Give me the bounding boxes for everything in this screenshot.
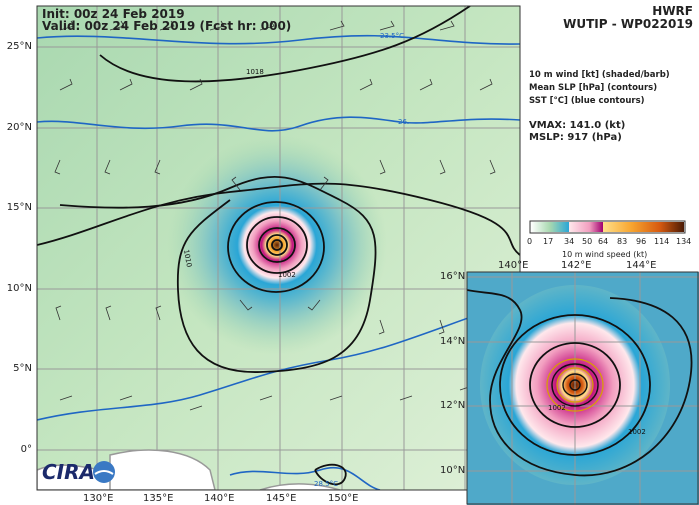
- cb-tick: 17: [543, 237, 554, 246]
- inset-lat-label: 16°N: [440, 271, 466, 282]
- storm-name: WUTIP - WP022019: [563, 17, 693, 31]
- lon-label: 130°E: [83, 493, 114, 504]
- inset-lat-label: 14°N: [440, 336, 466, 347]
- slp-label-1010: 1010: [182, 249, 193, 268]
- inset-lon-label: 142°E: [561, 260, 592, 271]
- inset-map: 1002 1002: [467, 272, 699, 505]
- svg-text:CIRA: CIRA: [42, 460, 95, 484]
- sst-label-28-5: 28.5°C: [314, 480, 338, 488]
- lat-label: 10°N: [6, 283, 32, 294]
- lon-label: 135°E: [143, 493, 174, 504]
- cb-tick: 96: [636, 237, 647, 246]
- vmax: VMAX: 141.0 (kt): [529, 120, 626, 131]
- storm-wind-shading: [167, 135, 387, 355]
- legend-slp: Mean SLP [hPa] (contours): [529, 83, 658, 93]
- cb-tick: 64: [598, 237, 609, 246]
- model-name: HWRF: [652, 4, 693, 18]
- cira-logo: CIRA: [42, 460, 115, 484]
- colorbar: [529, 220, 686, 234]
- wind-barbs: [54, 20, 496, 411]
- sst-label-26: 26.: [398, 118, 409, 126]
- cb-tick: 34: [564, 237, 575, 246]
- inset-lon-label: 140°E: [498, 260, 529, 271]
- slp-label-1018: 1018: [246, 68, 264, 76]
- lat-label: 0°: [20, 444, 32, 455]
- sst-label-23-5: 23.5°C: [380, 32, 404, 40]
- contour-labels: 1018 1010 1002 23.5°C 26. 28.5°C: [182, 32, 409, 488]
- cb-tick: 134: [676, 237, 692, 246]
- lon-label: 140°E: [204, 493, 235, 504]
- cb-tick: 0: [527, 237, 533, 246]
- cb-tick: 50: [582, 237, 593, 246]
- inset-slp-label-1: 1002: [548, 404, 566, 412]
- slp-contours: [37, 6, 520, 486]
- cb-tick: 114: [654, 237, 670, 246]
- lat-label: 25°N: [6, 41, 32, 52]
- mslp: MSLP: 917 (hPa): [529, 132, 622, 143]
- lon-label: 150°E: [328, 493, 359, 504]
- lat-label: 5°N: [13, 363, 32, 374]
- sst-contours: [37, 34, 520, 490]
- inset-lat-label: 10°N: [440, 465, 466, 476]
- main-map-frame: [36, 5, 521, 491]
- colorbar-label: 10 m wind speed (kt): [562, 250, 648, 259]
- cb-tick: 83: [617, 237, 628, 246]
- lon-label: 145°E: [266, 493, 297, 504]
- inset-frame: [466, 271, 699, 505]
- inset-lat-label: 12°N: [440, 400, 466, 411]
- legend-wind: 10 m wind [kt] (shaded/barb): [529, 70, 670, 80]
- slp-label-1002: 1002: [278, 271, 296, 279]
- legend-sst: SST [°C] (blue contours): [529, 96, 645, 106]
- valid-time: Valid: 00z 24 Feb 2019 (Fcst hr: 000): [42, 19, 292, 33]
- inset-lon-label: 144°E: [626, 260, 657, 271]
- init-time: Init: 00z 24 Feb 2019: [42, 7, 185, 21]
- lat-label: 20°N: [6, 122, 32, 133]
- inset-slp-label-2: 1002: [628, 428, 646, 436]
- lat-label: 15°N: [6, 202, 32, 213]
